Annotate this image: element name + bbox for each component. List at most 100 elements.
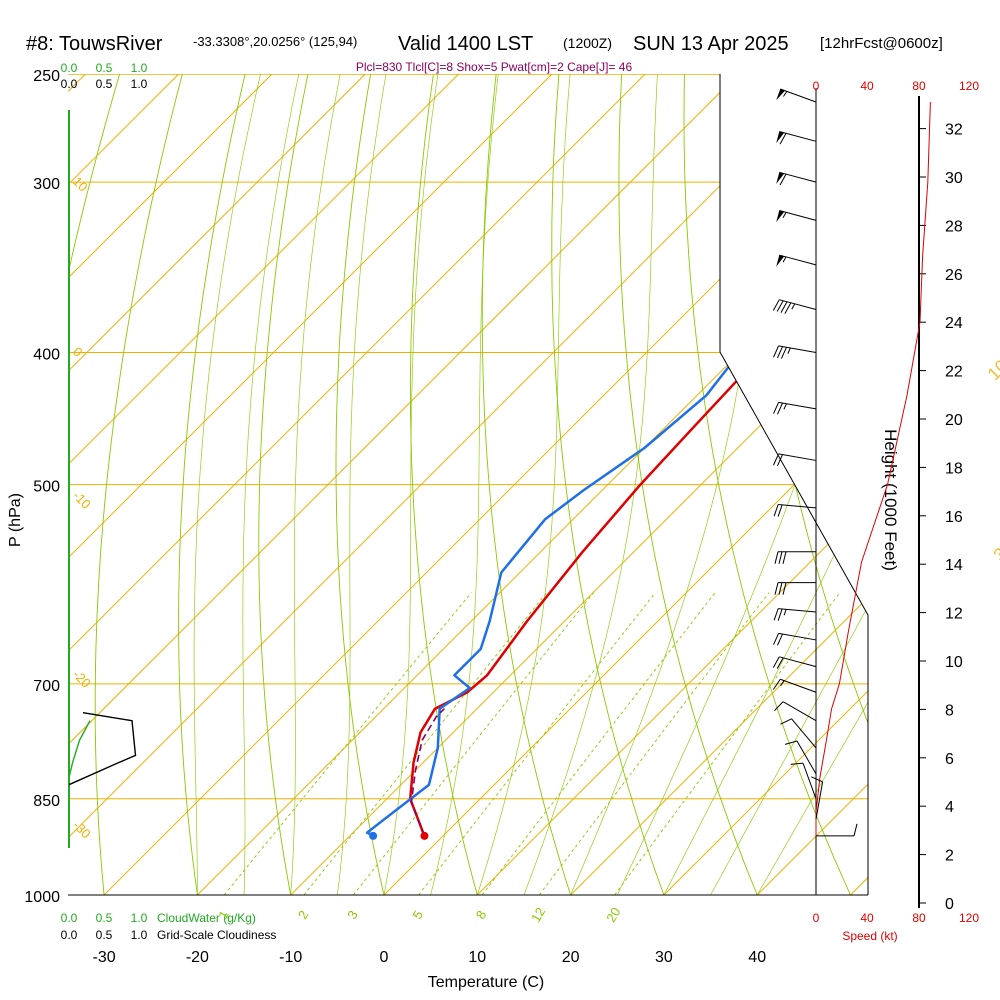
pressure-tick-label: 700 bbox=[33, 678, 60, 695]
wind-barb-flag bbox=[780, 718, 792, 725]
height-tick-label: 2 bbox=[945, 848, 954, 865]
speed-tick-top: 0 bbox=[813, 79, 820, 93]
dry-adiabat-line bbox=[936, 74, 1000, 895]
x-axis-title: Temperature (C) bbox=[428, 974, 544, 991]
speed-tick-top: 80 bbox=[912, 79, 926, 93]
height-tick-label: 12 bbox=[945, 606, 963, 623]
wind-barb-pennant bbox=[776, 88, 785, 101]
cloud-water-label: CloudWater (g/Kg) bbox=[157, 911, 256, 925]
wind-barb-half-flag bbox=[783, 609, 787, 616]
station-title: #8: TouwsRiver bbox=[26, 33, 163, 55]
wind-barb-pennant bbox=[776, 131, 785, 144]
moist-adiabat-line bbox=[710, 74, 868, 895]
mixing-ratio-label: 8 bbox=[473, 908, 490, 922]
wind-barb-flag bbox=[773, 453, 780, 466]
wind-barb-staff bbox=[815, 781, 824, 820]
wind-barb-flag bbox=[772, 656, 780, 668]
mixing-ratio-label: 12 bbox=[528, 905, 548, 925]
wind-barb-flag bbox=[772, 678, 781, 690]
wind-barb-flag bbox=[778, 551, 783, 564]
wind-barb-flag bbox=[777, 454, 783, 467]
height-tick-label: 6 bbox=[945, 751, 954, 768]
wind-barb-flag bbox=[777, 608, 783, 621]
speed-tick-bottom: 0 bbox=[813, 911, 820, 925]
isotherm-line bbox=[68, 74, 832, 895]
isotherm-label: 30 bbox=[989, 537, 1000, 565]
cloud-water-tick-bottom: 1.0 bbox=[131, 911, 148, 925]
isotherm-line bbox=[68, 74, 459, 895]
wind-barb-half-flag bbox=[787, 347, 791, 354]
moist-adiabat-line bbox=[663, 74, 868, 895]
dry-adiabat-line bbox=[618, 74, 758, 895]
wind-barb-flag bbox=[780, 301, 788, 313]
height-tick-label: 26 bbox=[945, 267, 963, 284]
cloudiness-tick-top: 0.0 bbox=[61, 77, 78, 91]
y-axis-title: P (hPa) bbox=[7, 493, 24, 547]
temperature-tick-label: 40 bbox=[748, 949, 766, 966]
wind-barb-staff bbox=[778, 608, 817, 613]
valid-zulu: (1200Z) bbox=[563, 35, 612, 51]
isotherm-line bbox=[663, 74, 868, 895]
speed-tick-bottom: 80 bbox=[912, 911, 926, 925]
wind-barb-staff bbox=[778, 401, 817, 410]
surface-temperature-point bbox=[420, 831, 429, 840]
moist-adiabat-line bbox=[193, 74, 261, 895]
dry-adiabat-line bbox=[94, 74, 183, 895]
wind-barb-flag bbox=[784, 302, 792, 314]
dry-adiabat-line bbox=[410, 74, 478, 895]
cloudiness-tick-bottom: 1.0 bbox=[131, 928, 148, 942]
forecast-run: [12hrFcst@0600z] bbox=[820, 35, 943, 52]
wind-barb-flag bbox=[780, 347, 787, 359]
cloud-water-profile bbox=[68, 720, 91, 778]
mixing-ratio-line bbox=[303, 592, 548, 895]
height-tick-label: 22 bbox=[945, 364, 963, 381]
dry-adiabat-label: -10 bbox=[70, 488, 94, 512]
wind-barb-staff bbox=[779, 210, 817, 221]
wind-barb-staff bbox=[779, 254, 817, 266]
temperature-tick-label: -10 bbox=[279, 949, 302, 966]
height-tick-label: 20 bbox=[945, 412, 963, 429]
wind-barb-flag bbox=[779, 133, 787, 145]
pressure-tick-label: 300 bbox=[33, 176, 60, 193]
wind-barb-flag bbox=[777, 504, 783, 517]
moist-adiabat-line bbox=[756, 74, 868, 895]
wind-barb-flag bbox=[777, 633, 783, 646]
mixing-ratio-line bbox=[538, 592, 770, 895]
pressure-tick-label: 250 bbox=[33, 68, 60, 85]
wind-barb-staff bbox=[778, 504, 817, 509]
cloud-water-tick-top: 1.0 bbox=[131, 61, 148, 75]
temperature-tick-label: 30 bbox=[655, 949, 673, 966]
wind-barb-flag bbox=[782, 551, 787, 564]
isotherm-line bbox=[68, 74, 739, 895]
stability-indices: Plcl=830 Tlcl[C]=8 Shox=5 Pwat[cm]=2 Cap… bbox=[356, 60, 633, 74]
wind-barb-flag bbox=[773, 402, 780, 414]
forecast-date: SUN 13 Apr 2025 bbox=[633, 33, 789, 55]
pressure-tick-label: 1000 bbox=[24, 889, 60, 906]
wind-barb-staff bbox=[802, 762, 817, 799]
isotherm-line bbox=[850, 74, 868, 895]
surface-dewpoint-point bbox=[369, 831, 378, 840]
wind-barb-flag bbox=[776, 300, 784, 312]
wind-barb-half-flag bbox=[783, 403, 787, 410]
height-axis-title: Height (1000 Feet) bbox=[881, 429, 900, 571]
isotherm-line bbox=[476, 74, 868, 895]
wind-barb-staff bbox=[778, 632, 817, 641]
height-tick-label: 4 bbox=[945, 799, 954, 816]
wind-barb-staff bbox=[780, 88, 817, 103]
height-tick-label: 10 bbox=[945, 654, 963, 671]
wind-barb-flag bbox=[774, 551, 779, 564]
wind-barb-staff bbox=[791, 718, 817, 749]
station-coords: -33.3308°,20.0256° (125,94) bbox=[193, 34, 357, 49]
wind-barb-staff bbox=[796, 740, 817, 775]
pressure-tick-label: 400 bbox=[33, 346, 60, 363]
cloudiness-tick-bottom: 0.5 bbox=[96, 928, 113, 942]
isotherm-line bbox=[290, 74, 868, 895]
dry-adiabat-label: 0 bbox=[70, 344, 86, 360]
wind-barb-flag bbox=[784, 740, 798, 745]
wind-barb-staff bbox=[780, 678, 817, 693]
speed-tick-top: 40 bbox=[860, 79, 874, 93]
temperature-tick-label: 10 bbox=[468, 949, 486, 966]
dry-adiabat-line bbox=[335, 74, 385, 895]
